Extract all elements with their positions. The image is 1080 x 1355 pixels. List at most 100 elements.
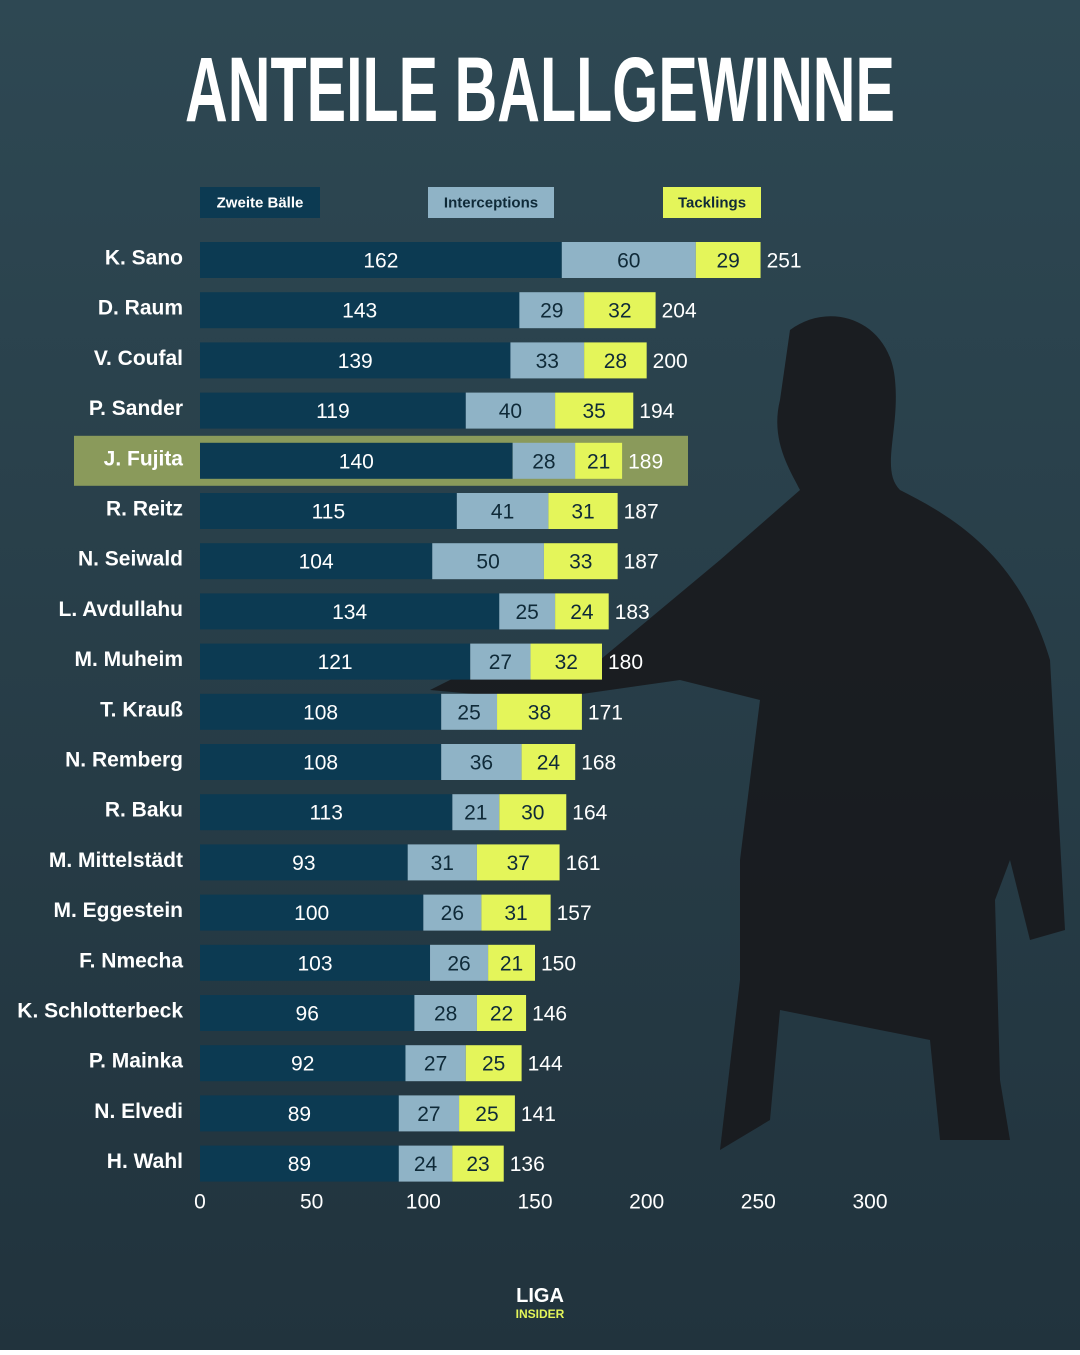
y-tick-label: H. Wahl (107, 1150, 183, 1173)
total-label: 164 (572, 802, 607, 825)
chart-title: ANTEILE BALLGEWINNE (185, 39, 895, 141)
value-label: 28 (532, 450, 555, 473)
value-label: 119 (316, 400, 349, 423)
value-label: 28 (604, 350, 627, 373)
x-tick-label: 100 (406, 1191, 441, 1214)
bar-segment (414, 995, 477, 1031)
bar-segment (398, 1145, 453, 1182)
x-tick-label: 50 (300, 1191, 323, 1214)
bar-segment (476, 844, 560, 881)
y-tick-label: L. Avdullahu (59, 598, 183, 621)
bar-segment (200, 442, 513, 479)
y-tick-label: J. Fujita (104, 447, 184, 470)
bar-segment (200, 744, 442, 780)
value-label: 108 (303, 701, 338, 724)
bar-segment (584, 292, 656, 329)
value-label: 104 (299, 551, 334, 574)
value-label: 27 (417, 1103, 440, 1126)
value-label: 108 (303, 752, 338, 775)
y-tick-label: T. Krauß (100, 698, 183, 721)
bar-segment (512, 442, 576, 479)
bar-segment (452, 794, 500, 831)
bar-segment (200, 1145, 399, 1182)
y-tick-label: M. Mittelstädt (49, 849, 183, 872)
total-label: 168 (581, 752, 616, 775)
total-label: 144 (528, 1053, 563, 1076)
bar-segment (200, 794, 453, 831)
y-tick-label: R. Baku (105, 799, 183, 822)
y-tick-label: K. Schlotterbeck (17, 1000, 183, 1023)
value-label: 60 (617, 250, 640, 273)
value-label: 26 (441, 902, 464, 925)
value-label: 115 (312, 501, 345, 524)
y-tick-label: V. Coufal (94, 347, 183, 370)
total-label: 150 (541, 952, 576, 975)
bar-segment (499, 794, 567, 831)
bar-segment (200, 493, 457, 529)
value-label: 103 (297, 952, 332, 975)
y-tick-label: N. Remberg (65, 749, 183, 772)
legend-label: Zweite Bälle (217, 195, 304, 212)
y-tick-label: M. Muheim (75, 648, 184, 671)
y-tick-label: P. Mainka (89, 1050, 183, 1073)
value-label: 89 (288, 1153, 311, 1176)
player-photo (430, 316, 1065, 1151)
y-tick-label: P. Sander (89, 397, 183, 420)
value-label: 33 (569, 551, 592, 574)
bar-segment (459, 1095, 515, 1132)
bar-segment (519, 292, 585, 329)
bar-segment (456, 493, 549, 529)
value-label: 25 (482, 1053, 505, 1076)
bar-segment (548, 493, 618, 529)
bar-segment (695, 242, 761, 278)
value-label: 31 (571, 501, 594, 524)
bar-segment (476, 995, 527, 1031)
total-label: 183 (615, 601, 650, 624)
total-label: 180 (608, 651, 643, 674)
total-label: 187 (624, 501, 659, 524)
value-label: 31 (504, 902, 527, 925)
y-tick-label: N. Elvedi (94, 1100, 183, 1123)
bar-segment (441, 693, 498, 730)
bar-segment (555, 392, 634, 429)
value-label: 41 (491, 501, 514, 524)
value-label: 24 (570, 601, 594, 624)
bar-segment (584, 342, 647, 379)
legend: Zweite Bälle Interceptions Tacklings (200, 187, 761, 218)
bar-segment (510, 342, 585, 379)
bar-segment (430, 944, 489, 981)
legend-swatch (428, 187, 554, 218)
bar-segment (452, 1145, 504, 1182)
bar-segment (407, 844, 477, 881)
x-tick-label: 300 (852, 1191, 887, 1214)
value-label: 37 (507, 852, 530, 875)
bar-segment (465, 1045, 522, 1082)
value-label: 24 (414, 1153, 438, 1176)
value-label: 162 (363, 250, 398, 273)
legend-swatch (200, 187, 320, 218)
total-label: 200 (653, 350, 688, 373)
bar-segment (432, 543, 544, 580)
legend-label: Interceptions (444, 195, 538, 212)
x-tick-label: 250 (741, 1191, 776, 1214)
bar-segment (200, 392, 466, 429)
value-label: 21 (500, 952, 523, 975)
total-label: 141 (521, 1103, 556, 1126)
x-tick-label: 200 (629, 1191, 664, 1214)
bar-segment (499, 593, 556, 630)
bar-segment (521, 744, 576, 780)
brand-line1: LIGA (516, 1285, 564, 1307)
value-label: 24 (537, 752, 561, 775)
total-label: 146 (532, 1003, 567, 1026)
bar-segment (200, 593, 500, 630)
value-label: 21 (464, 802, 487, 825)
value-label: 40 (499, 400, 522, 423)
bar-segment (575, 442, 623, 479)
value-label: 28 (434, 1003, 457, 1026)
legend-swatch (663, 187, 761, 218)
value-label: 32 (555, 651, 578, 674)
bar-segment (481, 894, 551, 931)
bar-segment (543, 543, 618, 580)
